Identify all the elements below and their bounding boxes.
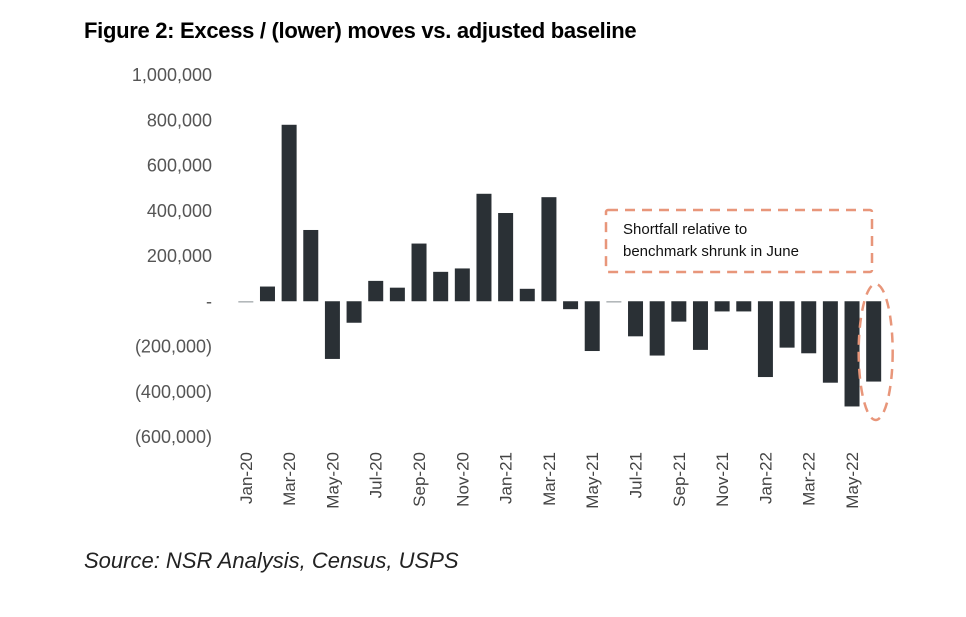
x-tick-label: Nov-20 — [453, 452, 472, 507]
bar — [714, 301, 730, 312]
bar — [649, 301, 665, 356]
bar — [476, 193, 492, 302]
y-tick-label: (200,000) — [135, 337, 212, 357]
x-tick-label: Mar-21 — [540, 452, 559, 506]
y-tick-label: 800,000 — [147, 110, 212, 130]
y-tick-label: 1,000,000 — [132, 65, 212, 85]
annotation-text: benchmark shrunk in June — [623, 243, 799, 260]
bar — [303, 229, 319, 302]
bar — [736, 301, 752, 312]
x-tick-label: Mar-20 — [280, 452, 299, 506]
bar — [519, 288, 535, 302]
x-tick-label: Sep-21 — [670, 452, 689, 507]
x-tick-label: Jan-22 — [756, 452, 775, 504]
bar — [822, 301, 838, 383]
bar — [433, 271, 449, 302]
y-tick-label: 600,000 — [147, 156, 212, 176]
bar — [454, 268, 470, 302]
bar — [281, 124, 297, 302]
chart-title: Figure 2: Excess / (lower) moves vs. adj… — [84, 18, 637, 43]
x-tick-label: Jan-20 — [237, 452, 256, 504]
x-tick-label: May-21 — [583, 452, 602, 509]
bar — [259, 286, 275, 302]
x-tick-label: Sep-20 — [410, 452, 429, 507]
annotation: Shortfall relative to benchmark shrunk in… — [604, 208, 894, 422]
y-tick-label: - — [206, 291, 212, 311]
bar — [498, 213, 514, 302]
bar — [801, 301, 817, 354]
bar — [368, 280, 384, 302]
bar — [389, 287, 405, 302]
bars — [238, 124, 882, 407]
y-axis: 1,000,000 800,000 600,000 400,000 200,000 - (2… — [132, 65, 212, 447]
bar — [541, 197, 557, 302]
bar — [411, 243, 427, 302]
y-tick-label: 200,000 — [147, 246, 212, 266]
bar — [563, 301, 579, 310]
x-tick-label: Nov-21 — [713, 452, 732, 507]
x-tick-label: May-20 — [323, 452, 342, 509]
bar — [844, 301, 860, 407]
y-tick-label: (600,000) — [135, 427, 212, 447]
x-tick-label: Jul-20 — [367, 452, 386, 498]
bar — [324, 301, 340, 359]
bar — [628, 301, 644, 337]
x-tick-label: Mar-22 — [800, 452, 819, 506]
bar — [866, 301, 882, 382]
x-tick-label: May-22 — [843, 452, 862, 509]
bar — [779, 301, 795, 348]
bar — [584, 301, 600, 352]
x-tick-label: Jul-21 — [627, 452, 646, 498]
x-tick-label: Jan-21 — [497, 452, 516, 504]
bar — [238, 301, 254, 303]
annotation-text: Shortfall relative to — [623, 221, 747, 238]
highlight-ellipse — [857, 282, 894, 422]
bar — [757, 301, 773, 378]
source-note: Source: NSR Analysis, Census, USPS — [84, 548, 459, 573]
y-tick-label: (400,000) — [135, 382, 212, 402]
bar — [692, 301, 708, 350]
x-axis: Jan-20 Mar-20 May-20 Jul-20 Sep-20 Nov-20 Jan-… — [237, 452, 862, 509]
annotation-box — [604, 208, 874, 274]
bar — [606, 301, 622, 303]
y-tick-label: 400,000 — [147, 201, 212, 221]
bar — [346, 301, 362, 323]
bar — [671, 301, 687, 322]
